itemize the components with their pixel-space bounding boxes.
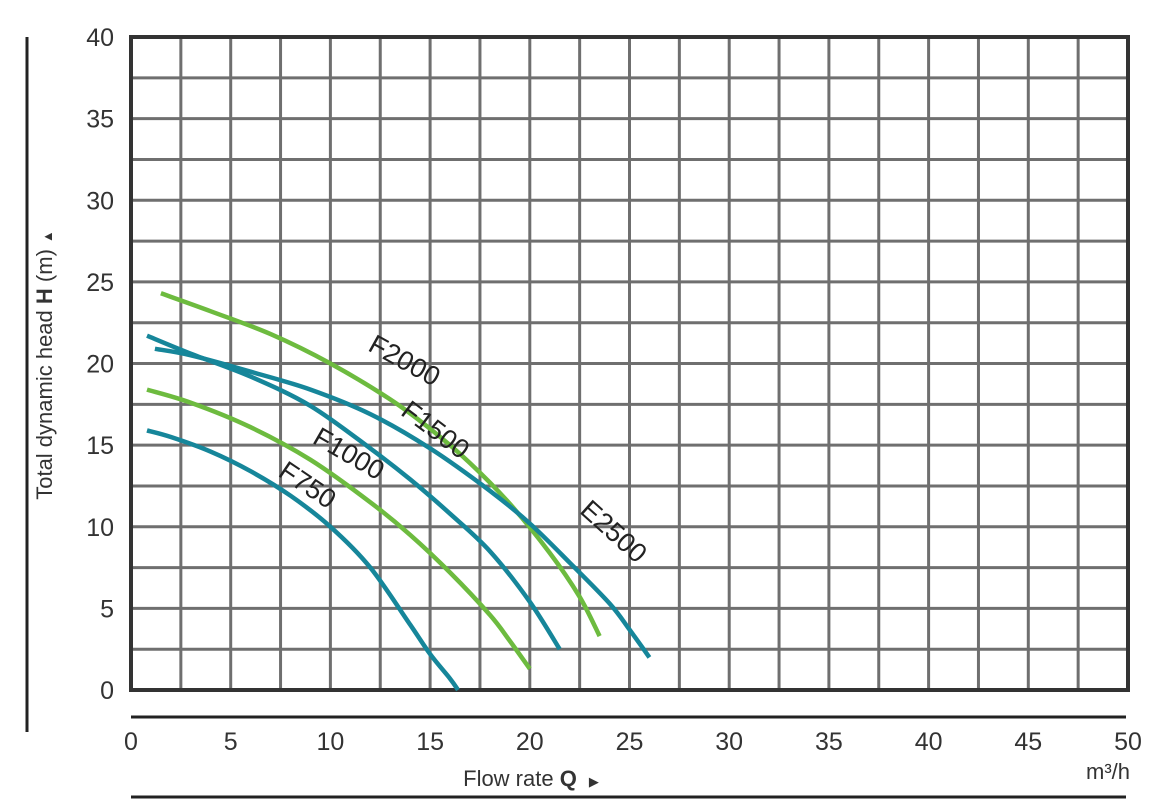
- y-tick-label: 25: [86, 269, 114, 297]
- y-tick-label: 20: [86, 351, 114, 379]
- series-line-e2500: [154, 346, 652, 659]
- y-tick-label: 40: [86, 24, 114, 52]
- y-tick-label: 0: [100, 677, 114, 705]
- y-tick-label: 15: [86, 432, 114, 460]
- y-tick-label: 10: [86, 514, 114, 542]
- series-line-f1000: [146, 387, 532, 671]
- x-axis-title-text: Flow rate: [463, 766, 553, 791]
- x-tick-label: 25: [616, 728, 644, 756]
- series-lines: [146, 291, 652, 692]
- y-axis-title: Total dynamic head H (m)▲: [32, 230, 57, 500]
- series-line-f2000: [160, 291, 602, 638]
- plot-frame: [129, 35, 1130, 692]
- x-tick-label: 50: [1114, 728, 1142, 756]
- plot-border: [129, 35, 1130, 692]
- x-tick-label: 15: [416, 728, 444, 756]
- x-tick-label: 35: [815, 728, 843, 756]
- y-axis-title-bold: H: [32, 288, 57, 304]
- tick-labels: 0 5 10 15 20 25 30 35 40 0 5 10 15 20 25 30 35 40 45 50: [86, 24, 1142, 756]
- curve-label-f2000: F2000: [364, 329, 446, 392]
- x-tick-label: 5: [224, 728, 238, 756]
- x-tick-label: 20: [516, 728, 544, 756]
- x-axis-title: Flow rate Q ▶: [463, 766, 599, 791]
- y-axis-title-unit: (m): [32, 249, 57, 282]
- x-axis-unit: m³/h: [1086, 759, 1130, 784]
- grid: [129, 35, 1130, 692]
- y-tick-label: 5: [100, 595, 114, 623]
- y-tick-label: 35: [86, 106, 114, 134]
- series-line-f750: [146, 428, 460, 692]
- x-tick-label: 30: [715, 728, 743, 756]
- x-tick-label: 0: [124, 728, 138, 756]
- y-tick-label: 30: [86, 187, 114, 215]
- x-tick-label: 45: [1014, 728, 1042, 756]
- x-tick-label: 10: [316, 728, 344, 756]
- x-axis-title-bold: Q: [560, 766, 577, 791]
- curve-label-e2500: E2500: [575, 494, 653, 569]
- y-axis-title-text: Total dynamic head: [32, 310, 57, 500]
- x-tick-label: 40: [915, 728, 943, 756]
